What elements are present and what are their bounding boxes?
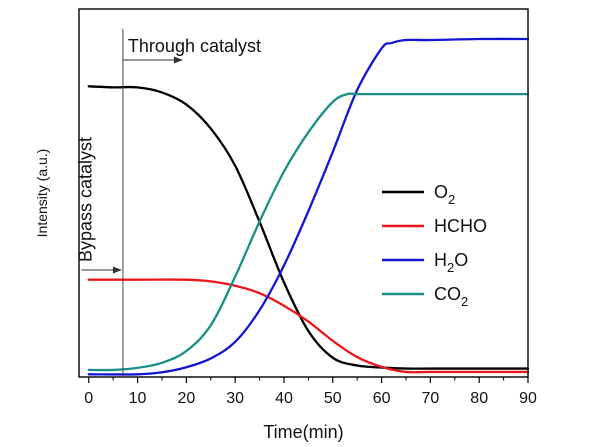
x-axis-title: Time(min) — [263, 422, 343, 442]
legend-label-co2: CO2 — [434, 284, 468, 309]
x-tick-label-20: 20 — [177, 390, 195, 407]
legend: O2 HCHO H2O CO2 — [382, 182, 487, 309]
bypass-catalyst-label: Bypass catalyst — [76, 137, 96, 262]
series-line-co2 — [87, 92, 530, 372]
x-tick-label-60: 60 — [373, 390, 391, 407]
through-catalyst-label: Through catalyst — [128, 36, 261, 56]
x-tick-label-40: 40 — [275, 390, 293, 407]
bypass-catalyst-arrowhead — [112, 266, 122, 274]
x-tick-label-0: 0 — [84, 390, 93, 407]
x-tick-label-50: 50 — [324, 390, 342, 407]
legend-label-h2o: H2O — [434, 250, 468, 275]
y-axis-title: Intensity (a.u.) — [34, 149, 50, 238]
ticks-layer: 0 10 20 30 40 50 60 70 80 90 — [84, 377, 537, 407]
series-line-hcho — [87, 278, 530, 374]
series-layer — [87, 37, 530, 376]
legend-label-o2: O2 — [434, 182, 455, 207]
x-tick-label-80: 80 — [470, 390, 488, 407]
x-tick-label-10: 10 — [129, 390, 147, 407]
series-line-h2o — [87, 37, 530, 376]
plot-frame — [78, 8, 529, 378]
series-line-o2 — [87, 85, 530, 370]
x-tick-label-30: 30 — [226, 390, 244, 407]
x-tick-label-70: 70 — [421, 390, 439, 407]
through-catalyst-arrowhead — [173, 56, 183, 64]
x-tick-label-90: 90 — [519, 390, 537, 407]
legend-label-hcho: HCHO — [434, 216, 487, 236]
